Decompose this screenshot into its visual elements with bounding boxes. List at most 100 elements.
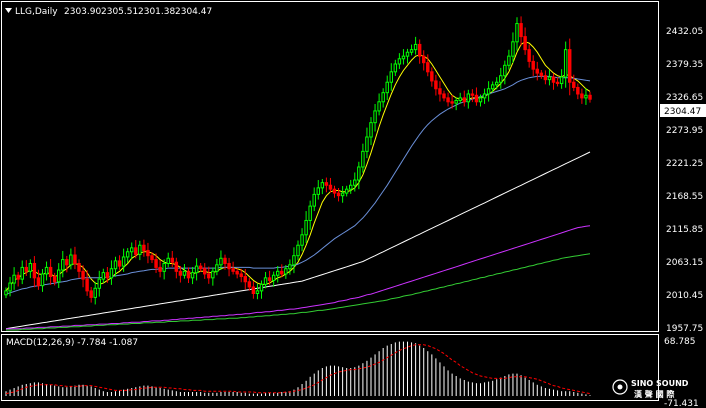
candle-body	[32, 262, 37, 279]
candle-body	[178, 270, 183, 276]
candle-body	[470, 93, 475, 96]
candle-body	[543, 75, 548, 81]
price-tick: 2168.55	[666, 192, 703, 202]
price-tick: 2221.25	[666, 159, 703, 169]
candle-body	[292, 255, 296, 266]
candle-body	[271, 274, 276, 281]
candle-body	[101, 272, 106, 280]
candle-body	[24, 266, 28, 272]
candle-body	[170, 257, 174, 263]
candle-body	[344, 188, 349, 194]
candle-body	[89, 290, 93, 298]
candle-body	[377, 101, 381, 112]
candle-body	[255, 290, 260, 294]
candle-body	[454, 99, 458, 104]
candle-body	[369, 122, 373, 138]
candle-body	[85, 278, 89, 292]
candle-body	[507, 55, 511, 66]
candle-body	[57, 269, 61, 283]
candle-body	[28, 262, 33, 272]
candle-body	[385, 81, 389, 94]
candle-body	[97, 278, 101, 289]
candle-body	[417, 43, 422, 57]
candle-body	[251, 286, 256, 294]
candle-body	[109, 268, 114, 279]
candle-body	[462, 97, 466, 103]
candle-body	[16, 274, 20, 280]
candle-body	[349, 184, 353, 190]
price-tick: 2273.95	[666, 126, 703, 136]
candle-body	[259, 283, 264, 292]
candle-body	[438, 88, 442, 95]
candle-body	[365, 136, 369, 152]
candle-body	[190, 272, 195, 279]
candle-body	[531, 60, 535, 70]
macd-histogram	[5, 341, 591, 396]
candle-body	[211, 270, 215, 279]
candle-body	[426, 62, 430, 73]
candle-body	[215, 264, 219, 272]
logo-sound-icon	[612, 379, 628, 395]
ma-line	[6, 253, 591, 331]
candle-body	[65, 259, 69, 266]
macd-signal	[5, 344, 591, 395]
candle-body	[166, 257, 170, 264]
logo-dot-icon	[617, 384, 623, 390]
candle-body	[409, 49, 414, 53]
candle-body	[495, 81, 499, 86]
candle-body	[44, 266, 49, 275]
candle-body	[580, 93, 584, 99]
macd-panel[interactable]	[1, 334, 659, 401]
candle-body	[458, 97, 462, 101]
candle-body	[312, 193, 316, 207]
price-tick: 2115.85	[666, 225, 703, 235]
price-tick: 2010.45	[666, 291, 703, 301]
candle-body	[539, 72, 544, 77]
candle-body	[69, 254, 73, 266]
candle-body	[296, 244, 300, 257]
candle-body	[503, 64, 507, 77]
candle-body	[535, 68, 539, 74]
candle-body	[304, 219, 308, 236]
candle-body	[328, 184, 333, 190]
candle-body	[223, 257, 227, 264]
candle-body	[231, 268, 235, 272]
candle-body	[117, 260, 122, 267]
collapse-triangle-icon[interactable]	[5, 8, 12, 13]
candle-body	[284, 268, 288, 275]
candle-body	[389, 71, 393, 83]
candle-body	[300, 234, 304, 246]
candle-body	[20, 266, 24, 280]
candle-body	[373, 110, 377, 124]
candle-body	[353, 179, 357, 186]
candle-body	[263, 277, 268, 285]
candle-body	[442, 93, 446, 99]
candle-body	[121, 256, 126, 267]
candle-body	[324, 182, 329, 186]
candle-body	[243, 276, 247, 283]
macd-label: MACD(12,26,9) -7.784 -1.087	[6, 338, 138, 348]
ohlc-close: 2304.47	[175, 7, 212, 17]
candle-body	[227, 262, 231, 270]
candle-body	[336, 192, 341, 197]
candle-body	[405, 51, 410, 57]
candle-body	[113, 260, 118, 270]
candle-body	[81, 270, 85, 280]
candle-body	[332, 188, 337, 194]
candle-body	[478, 97, 483, 103]
candle-body	[446, 97, 450, 103]
price-panel[interactable]	[1, 1, 659, 332]
candle-body	[154, 259, 158, 268]
candle-body	[288, 264, 292, 270]
price-tick: 2063.15	[666, 258, 703, 268]
candle-body	[40, 273, 45, 287]
candle-body	[125, 251, 130, 258]
candle-body	[316, 187, 320, 195]
price-tick: 2379.35	[666, 60, 703, 70]
candle-body	[134, 247, 138, 255]
candle-body	[413, 43, 418, 51]
candle-body	[198, 265, 203, 270]
candle-body	[515, 23, 519, 43]
